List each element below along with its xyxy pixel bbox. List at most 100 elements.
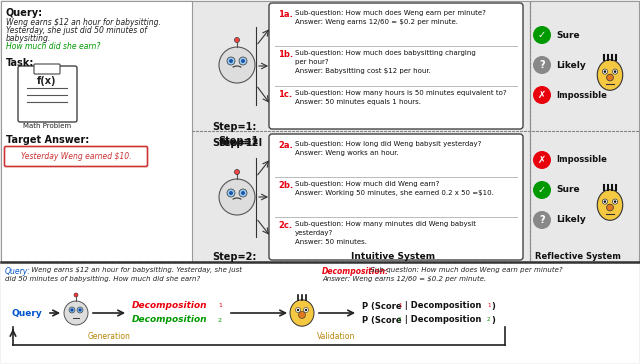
- Circle shape: [533, 26, 551, 44]
- Circle shape: [305, 309, 307, 311]
- Text: | Decomposition: | Decomposition: [402, 301, 481, 310]
- Text: Answer: Working 50 minutes, she earned 0.2 x 50 =$10.: Answer: Working 50 minutes, she earned 0…: [295, 190, 494, 196]
- Circle shape: [614, 70, 616, 73]
- Circle shape: [227, 57, 235, 65]
- Text: 1a.: 1a.: [278, 10, 292, 19]
- FancyBboxPatch shape: [1, 263, 639, 363]
- Text: Intuitive System: Intuitive System: [351, 252, 435, 261]
- FancyBboxPatch shape: [34, 64, 60, 74]
- Text: Sub-question: How many minutes did Weng babysit: Sub-question: How many minutes did Weng …: [295, 221, 476, 227]
- Text: yesterday?: yesterday?: [295, 230, 333, 236]
- FancyBboxPatch shape: [269, 134, 523, 260]
- Text: Likely: Likely: [556, 215, 586, 225]
- FancyBboxPatch shape: [1, 1, 192, 262]
- Circle shape: [607, 74, 613, 81]
- Circle shape: [79, 309, 81, 312]
- Text: did 50 minutes of babysitting. How much did she earn?: did 50 minutes of babysitting. How much …: [5, 276, 200, 282]
- Text: ?: ?: [539, 60, 545, 70]
- Text: ✗: ✗: [538, 155, 546, 165]
- Text: Reflective System: Reflective System: [535, 252, 621, 261]
- Circle shape: [303, 308, 308, 313]
- Text: 1: 1: [218, 303, 222, 308]
- Text: 2: 2: [487, 317, 490, 322]
- Text: Likely: Likely: [556, 60, 586, 70]
- Text: Answer: Babysitting cost $12 per hour.: Answer: Babysitting cost $12 per hour.: [295, 68, 431, 74]
- Text: Answer: Weng earns 12/60 = $0.2 per minute.: Answer: Weng earns 12/60 = $0.2 per minu…: [322, 276, 486, 282]
- Text: per hour?: per hour?: [295, 59, 328, 65]
- Circle shape: [241, 59, 245, 63]
- Text: Decomposition: Decomposition: [132, 316, 207, 324]
- Text: Sure: Sure: [556, 31, 580, 40]
- Text: 2b.: 2b.: [278, 181, 293, 190]
- Text: Step=1:: Step=1:: [212, 138, 257, 148]
- Ellipse shape: [290, 300, 314, 326]
- Text: Validation: Validation: [317, 332, 355, 341]
- Ellipse shape: [597, 60, 623, 90]
- Circle shape: [219, 179, 255, 215]
- Text: Target Answer:: Target Answer:: [6, 135, 89, 145]
- Text: Query:: Query:: [5, 267, 31, 276]
- Text: Decomposition: Decomposition: [132, 301, 207, 310]
- Text: Sub-question: How much does babysitting charging: Sub-question: How much does babysitting …: [295, 50, 476, 56]
- Text: Sub-question: How much does Weng earn per minute?: Sub-question: How much does Weng earn pe…: [368, 267, 563, 273]
- Text: Step=2:: Step=2:: [218, 138, 262, 148]
- FancyBboxPatch shape: [530, 1, 639, 262]
- Circle shape: [227, 189, 235, 197]
- Circle shape: [533, 211, 551, 229]
- Circle shape: [241, 191, 245, 195]
- Text: ✓: ✓: [538, 185, 546, 195]
- Text: How much did she earn?: How much did she earn?: [6, 42, 100, 51]
- Text: | Decomposition: | Decomposition: [402, 316, 481, 324]
- Text: Sub-question: How much does Weng earn per minute?: Sub-question: How much does Weng earn pe…: [295, 10, 486, 16]
- Text: Step=1:: Step=1:: [218, 136, 262, 146]
- Circle shape: [533, 56, 551, 74]
- Circle shape: [239, 189, 247, 197]
- Circle shape: [77, 307, 83, 313]
- FancyBboxPatch shape: [269, 3, 523, 129]
- Text: Sure: Sure: [556, 186, 580, 194]
- Text: Math Problem: Math Problem: [23, 123, 71, 129]
- Circle shape: [533, 86, 551, 104]
- Text: ?: ?: [539, 215, 545, 225]
- Text: P (Score: P (Score: [362, 316, 402, 324]
- Circle shape: [533, 181, 551, 199]
- Circle shape: [607, 204, 613, 211]
- Circle shape: [234, 37, 239, 43]
- Circle shape: [602, 69, 607, 74]
- Text: Yesterday Weng earned $10.: Yesterday Weng earned $10.: [20, 152, 131, 161]
- Circle shape: [234, 170, 239, 174]
- Text: Impossible: Impossible: [556, 91, 607, 99]
- FancyBboxPatch shape: [4, 146, 147, 166]
- Text: Sub-question: How much did Weng earn?: Sub-question: How much did Weng earn?: [295, 181, 440, 187]
- Circle shape: [69, 307, 75, 313]
- Circle shape: [64, 301, 88, 325]
- Text: 2: 2: [218, 318, 222, 323]
- Text: ✗: ✗: [538, 90, 546, 100]
- Text: 2c.: 2c.: [278, 221, 292, 230]
- Circle shape: [74, 293, 78, 297]
- Text: Query:: Query:: [6, 8, 43, 18]
- Ellipse shape: [597, 190, 623, 220]
- Text: ✓: ✓: [538, 30, 546, 40]
- Circle shape: [219, 47, 255, 83]
- Circle shape: [612, 69, 618, 74]
- Text: Generation: Generation: [88, 332, 131, 341]
- FancyBboxPatch shape: [18, 66, 77, 122]
- Circle shape: [229, 59, 233, 63]
- Text: 2: 2: [398, 317, 401, 322]
- Circle shape: [604, 200, 606, 203]
- Text: f(x): f(x): [37, 76, 57, 86]
- Circle shape: [229, 191, 233, 195]
- Circle shape: [533, 151, 551, 169]
- Text: Answer: 50 minutes.: Answer: 50 minutes.: [295, 239, 367, 245]
- Circle shape: [602, 199, 607, 204]
- Circle shape: [614, 200, 616, 203]
- Circle shape: [70, 309, 74, 312]
- Text: 1c.: 1c.: [278, 90, 292, 99]
- Text: ): ): [491, 301, 495, 310]
- Text: Weng earns $12 an hour for babysitting.: Weng earns $12 an hour for babysitting.: [6, 18, 161, 27]
- Text: Answer: Weng earns 12/60 = $0.2 per minute.: Answer: Weng earns 12/60 = $0.2 per minu…: [295, 19, 458, 25]
- FancyBboxPatch shape: [1, 1, 639, 262]
- Circle shape: [297, 309, 300, 311]
- Circle shape: [604, 70, 606, 73]
